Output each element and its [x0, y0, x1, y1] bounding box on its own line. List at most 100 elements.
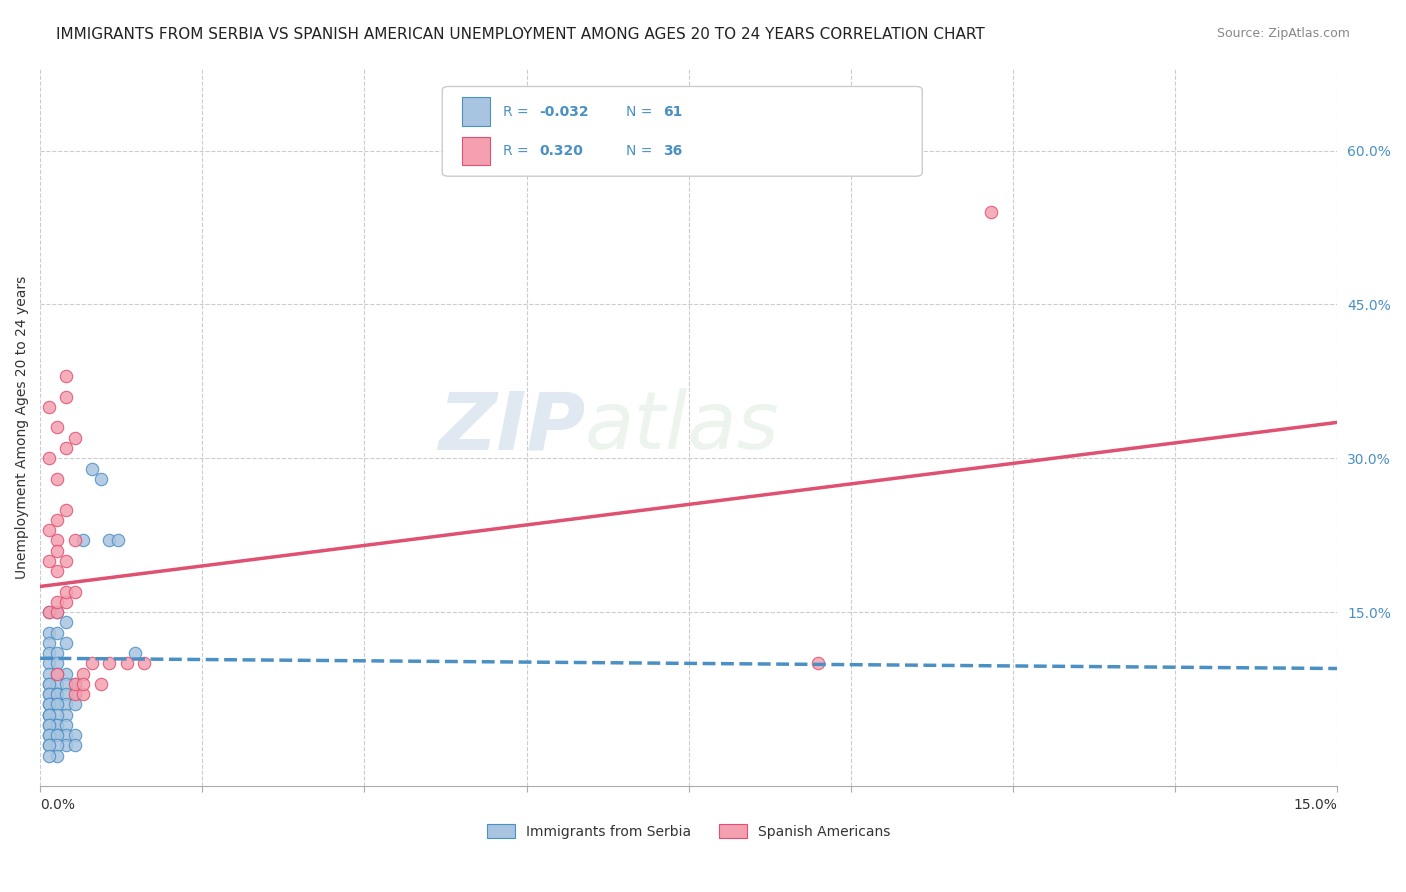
- Legend: Immigrants from Serbia, Spanish Americans: Immigrants from Serbia, Spanish American…: [482, 818, 896, 844]
- Point: [38, 677, 60, 691]
- Point: [46, 698, 69, 712]
- Point: [46, 687, 69, 701]
- Point: [55, 595, 77, 609]
- Text: -0.032: -0.032: [540, 104, 589, 119]
- Text: 0.0%: 0.0%: [41, 797, 75, 812]
- Point: [55, 554, 77, 568]
- Point: [63, 533, 86, 548]
- Point: [55, 728, 77, 742]
- Point: [38, 666, 60, 681]
- Point: [107, 533, 129, 548]
- Point: [63, 687, 86, 701]
- Point: [55, 584, 77, 599]
- Point: [46, 666, 69, 681]
- Point: [38, 657, 60, 671]
- Point: [63, 698, 86, 712]
- Point: [46, 718, 69, 732]
- Point: [38, 718, 60, 732]
- Point: [46, 564, 69, 578]
- Text: Source: ZipAtlas.com: Source: ZipAtlas.com: [1216, 27, 1350, 40]
- Point: [55, 369, 77, 384]
- Point: [55, 707, 77, 722]
- Point: [55, 636, 77, 650]
- Point: [46, 718, 69, 732]
- Point: [46, 543, 69, 558]
- Point: [46, 687, 69, 701]
- Point: [46, 707, 69, 722]
- Point: [46, 657, 69, 671]
- Point: [46, 728, 69, 742]
- Text: R =: R =: [503, 145, 533, 158]
- Point: [46, 687, 69, 701]
- Point: [46, 646, 69, 660]
- Point: [46, 677, 69, 691]
- Point: [55, 677, 77, 691]
- Point: [115, 657, 138, 671]
- Point: [63, 677, 86, 691]
- Text: N =: N =: [627, 104, 657, 119]
- Point: [38, 646, 60, 660]
- Point: [55, 502, 77, 516]
- Point: [80, 461, 103, 475]
- FancyBboxPatch shape: [443, 87, 922, 177]
- Point: [124, 646, 146, 660]
- Point: [63, 677, 86, 691]
- Point: [38, 698, 60, 712]
- Point: [38, 400, 60, 414]
- Point: [72, 533, 94, 548]
- Text: 61: 61: [662, 104, 682, 119]
- Y-axis label: Unemployment Among Ages 20 to 24 years: Unemployment Among Ages 20 to 24 years: [15, 276, 30, 579]
- Text: ZIP: ZIP: [437, 389, 585, 467]
- Point: [55, 698, 77, 712]
- Point: [55, 687, 77, 701]
- Point: [38, 739, 60, 753]
- Point: [807, 657, 830, 671]
- Point: [38, 728, 60, 742]
- Point: [90, 472, 112, 486]
- Point: [38, 677, 60, 691]
- Point: [38, 605, 60, 619]
- Point: [46, 595, 69, 609]
- Point: [132, 657, 155, 671]
- Point: [46, 605, 69, 619]
- Point: [38, 605, 60, 619]
- Text: 36: 36: [662, 145, 682, 158]
- Point: [38, 718, 60, 732]
- Point: [38, 554, 60, 568]
- Point: [72, 687, 94, 701]
- Point: [38, 739, 60, 753]
- Point: [98, 533, 121, 548]
- Point: [55, 390, 77, 404]
- Point: [63, 687, 86, 701]
- Point: [46, 513, 69, 527]
- Point: [38, 687, 60, 701]
- Text: 15.0%: 15.0%: [1294, 797, 1337, 812]
- Point: [63, 431, 86, 445]
- Text: N =: N =: [627, 145, 657, 158]
- Point: [38, 707, 60, 722]
- Point: [38, 748, 60, 763]
- Text: IMMIGRANTS FROM SERBIA VS SPANISH AMERICAN UNEMPLOYMENT AMONG AGES 20 TO 24 YEAR: IMMIGRANTS FROM SERBIA VS SPANISH AMERIC…: [56, 27, 986, 42]
- Point: [63, 739, 86, 753]
- Point: [63, 728, 86, 742]
- Point: [55, 718, 77, 732]
- Point: [55, 739, 77, 753]
- Point: [72, 677, 94, 691]
- Point: [46, 698, 69, 712]
- Point: [46, 748, 69, 763]
- Point: [38, 687, 60, 701]
- Point: [46, 605, 69, 619]
- Point: [90, 677, 112, 691]
- Point: [38, 636, 60, 650]
- Point: [72, 666, 94, 681]
- Point: [38, 451, 60, 466]
- Bar: [461, 97, 491, 126]
- Point: [38, 707, 60, 722]
- Point: [80, 657, 103, 671]
- Text: 0.320: 0.320: [540, 145, 583, 158]
- Point: [46, 739, 69, 753]
- Point: [38, 698, 60, 712]
- Point: [38, 625, 60, 640]
- Point: [55, 666, 77, 681]
- Point: [980, 205, 1002, 219]
